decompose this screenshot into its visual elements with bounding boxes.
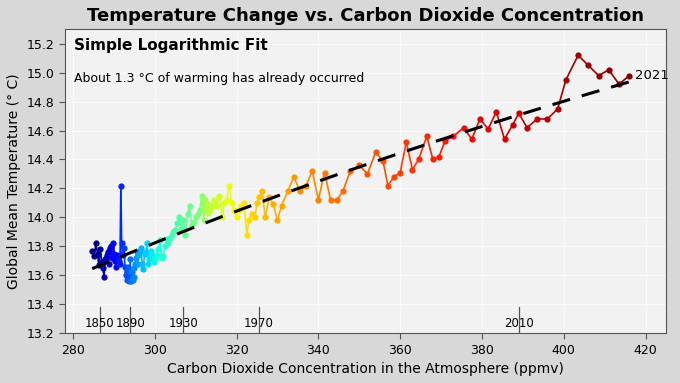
Text: 2021: 2021 <box>635 69 669 82</box>
Y-axis label: Global Mean Temperature (° C): Global Mean Temperature (° C) <box>7 74 21 289</box>
Text: About 1.3 °C of warming has already occurred: About 1.3 °C of warming has already occu… <box>74 72 364 85</box>
Text: Simple Logarithmic Fit: Simple Logarithmic Fit <box>74 38 267 53</box>
Text: 1850: 1850 <box>85 317 114 330</box>
Text: 1970: 1970 <box>244 317 274 330</box>
X-axis label: Carbon Dioxide Concentration in the Atmosphere (ppmv): Carbon Dioxide Concentration in the Atmo… <box>167 362 564 376</box>
Text: 2010: 2010 <box>504 317 534 330</box>
Title: Temperature Change vs. Carbon Dioxide Concentration: Temperature Change vs. Carbon Dioxide Co… <box>87 7 644 25</box>
Text: 1890: 1890 <box>116 317 145 330</box>
Text: 1930: 1930 <box>169 317 199 330</box>
